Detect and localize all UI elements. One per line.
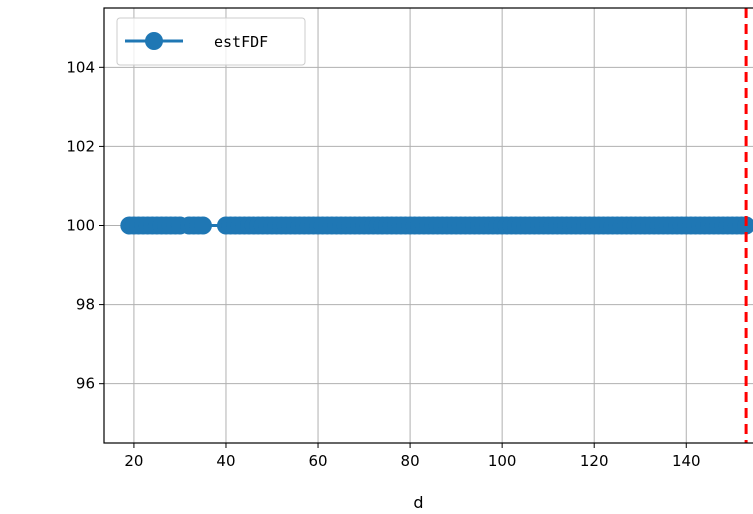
x-tick-label: 40 xyxy=(216,452,235,470)
x-tick-label: 140 xyxy=(672,452,701,470)
y-tick-label: 102 xyxy=(66,137,95,155)
legend-label: estFDF xyxy=(214,33,268,51)
x-axis-label: d xyxy=(413,493,423,512)
x-tick-label: 120 xyxy=(580,452,609,470)
legend-box xyxy=(116,17,306,66)
y-tick-label: 100 xyxy=(66,217,95,235)
legend: estFDF xyxy=(116,17,306,66)
data-point xyxy=(193,216,212,235)
y-tick-label: 98 xyxy=(76,296,95,314)
series-layer xyxy=(120,216,753,235)
legend-marker xyxy=(145,32,163,50)
ticks: 20 40 60 80 100 120 140 96 98 100 102 104 xyxy=(66,58,700,470)
y-tick-label: 104 xyxy=(66,58,95,76)
x-tick-label: 20 xyxy=(124,452,143,470)
x-tick-label: 60 xyxy=(308,452,327,470)
x-tick-label: 100 xyxy=(488,452,517,470)
x-tick-label: 80 xyxy=(401,452,420,470)
y-tick-label: 96 xyxy=(76,375,95,393)
